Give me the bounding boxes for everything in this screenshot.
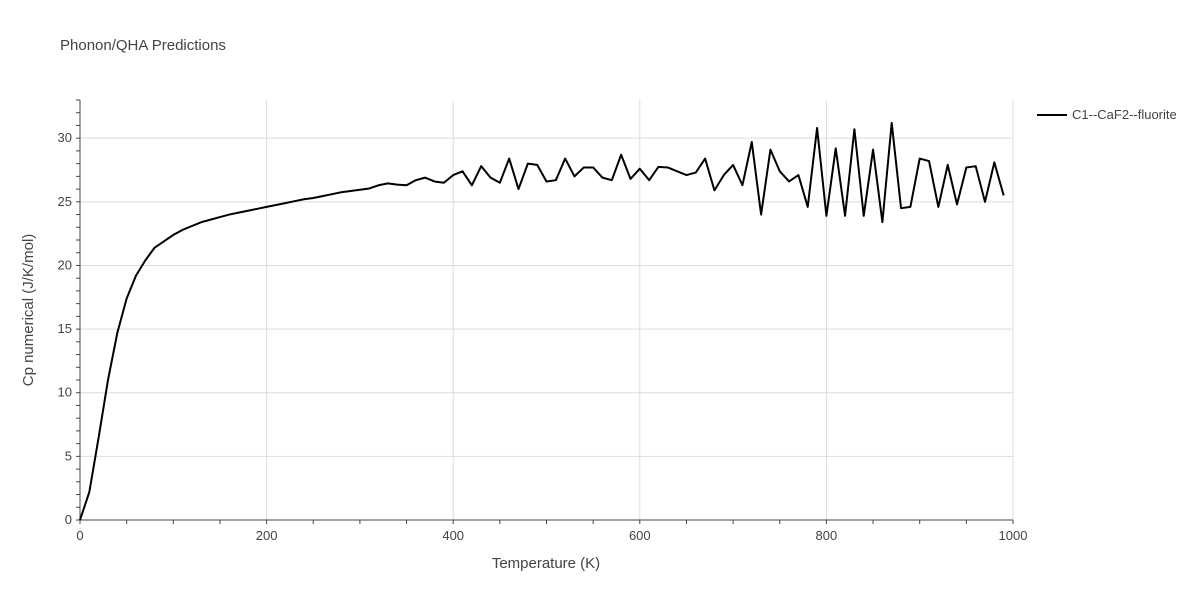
tick-labels: 0 200 400 600 800 1000 0 5 10 15 20 25 30 [58, 130, 1028, 543]
x-tick-label: 600 [629, 528, 651, 543]
y-tick-label: 30 [58, 130, 72, 145]
series-layer [79, 121, 1005, 521]
legend-label[interactable]: C1--CaF2--fluorite [1072, 107, 1177, 122]
y-tick-label: 5 [65, 448, 72, 463]
x-tick-label: 800 [816, 528, 838, 543]
grid [80, 100, 1014, 520]
y-axis-title: Cp numerical (J/K/mol) [20, 234, 37, 387]
axes [76, 99, 1014, 524]
chart-title: Phonon/QHA Predictions [60, 37, 226, 54]
x-axis-title: Temperature (K) [492, 555, 600, 572]
x-tick-label: 200 [256, 528, 278, 543]
y-tick-label: 15 [58, 321, 72, 336]
x-tick-label: 400 [442, 528, 464, 543]
y-tick-label: 0 [65, 512, 72, 527]
y-tick-label: 10 [58, 385, 72, 400]
series-line [79, 121, 1005, 521]
x-tick-label: 1000 [999, 528, 1028, 543]
y-tick-label: 25 [58, 194, 72, 209]
y-tick-label: 20 [58, 257, 72, 272]
legend[interactable]: C1--CaF2--fluorite [1037, 107, 1177, 122]
x-tick-label: 0 [76, 528, 83, 543]
